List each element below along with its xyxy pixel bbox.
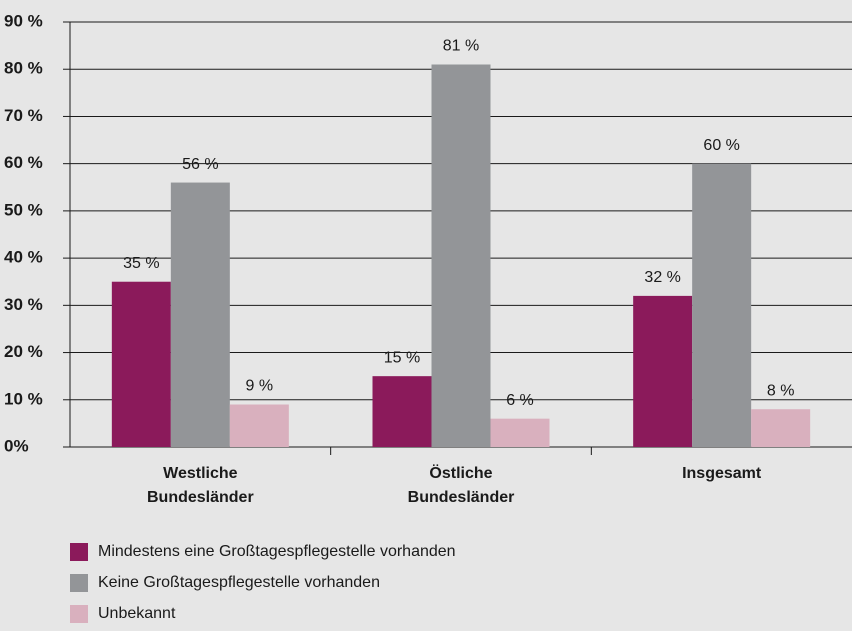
value-label: 9 % [246,378,274,395]
bar [111,281,171,447]
y-tick-label: 30 % [4,295,43,314]
value-label: 6 % [506,392,534,409]
bar [372,376,432,447]
y-tick-label: 50 % [4,200,43,219]
value-label: 81 % [443,38,479,55]
bar [431,64,491,447]
value-label: 8 % [767,382,795,399]
legend-swatch [70,574,88,592]
value-label: 35 % [123,255,159,272]
x-tick-label: Östliche Bundesländer [407,465,515,506]
bar [490,418,550,447]
x-tick-label: Westliche Bundesländer [146,465,254,506]
y-tick-label: 40 % [4,248,43,267]
legend-label: Keine Großtagespflegestelle vorhanden [98,574,380,591]
x-tick-label: Insgesamt [682,465,762,482]
bar [229,404,289,447]
legend-item: Keine Großtagespflegestelle vorhanden [70,573,380,593]
legend-item: Unbekannt [70,604,175,624]
y-tick-label: 10 % [4,389,43,408]
legend-swatch [70,605,88,623]
y-tick-label: 0% [4,436,29,455]
y-tick-label: 60 % [4,153,43,172]
value-label: 32 % [644,269,680,286]
bar [633,295,693,447]
value-label: 15 % [384,349,420,366]
y-tick-label: 90 % [4,11,43,30]
y-tick-label: 70 % [4,106,43,125]
legend-label: Unbekannt [98,605,176,622]
legend-label: Mindestens eine Großtagespflegestelle vo… [98,543,456,560]
legend-item: Mindestens eine Großtagespflegestelle vo… [70,542,456,562]
bar [692,163,752,447]
value-label: 60 % [703,137,739,154]
y-tick-label: 80 % [4,59,43,78]
legend-swatch [70,543,88,561]
bar [751,409,811,447]
y-tick-label: 20 % [4,342,43,361]
value-label: 56 % [182,156,218,173]
bar [170,182,230,448]
